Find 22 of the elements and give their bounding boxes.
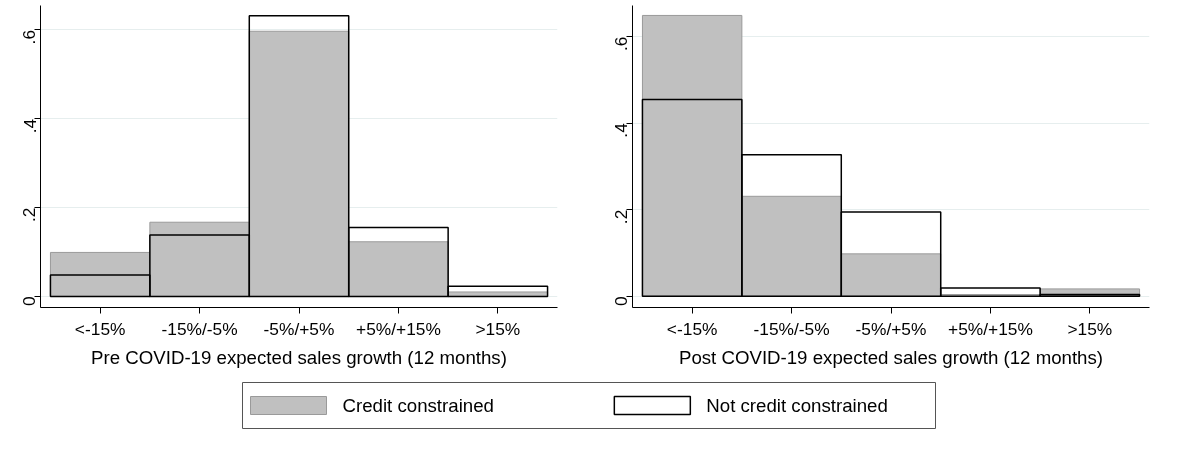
y-tick-label: .2: [611, 209, 632, 225]
x-tick-label: -5%/+5%: [855, 318, 927, 339]
y-tick-label: .6: [611, 36, 632, 52]
x-axis-title: Post COVID-19 expected sales growth (12 months): [678, 346, 1104, 368]
y-tick-label: .4: [611, 122, 632, 138]
x-tick-label: >15%: [475, 318, 521, 339]
x-tick-label: -15%/-5%: [161, 318, 238, 339]
x-tick-label: +5%/+15%: [948, 318, 1033, 339]
y-tick-label: .6: [19, 29, 40, 45]
y-tick-label: .2: [19, 207, 40, 223]
x-tick-label: <-15%: [666, 318, 718, 339]
x-tick-label: -15%/-5%: [753, 318, 830, 339]
x-tick-label: -5%/+5%: [263, 318, 335, 339]
y-tick-label: 0: [19, 296, 40, 307]
y-tick-label: .4: [19, 118, 40, 134]
x-tick-label: <-15%: [74, 318, 126, 339]
x-tick-label: +5%/+15%: [356, 318, 441, 339]
legend-label: Credit constrained: [342, 395, 494, 416]
legend-label: Not credit constrained: [706, 395, 888, 416]
y-tick-label: 0: [611, 296, 632, 306]
x-axis-title: Pre COVID-19 expected sales growth (12 months): [91, 346, 507, 368]
x-tick-label: >15%: [1067, 318, 1113, 339]
